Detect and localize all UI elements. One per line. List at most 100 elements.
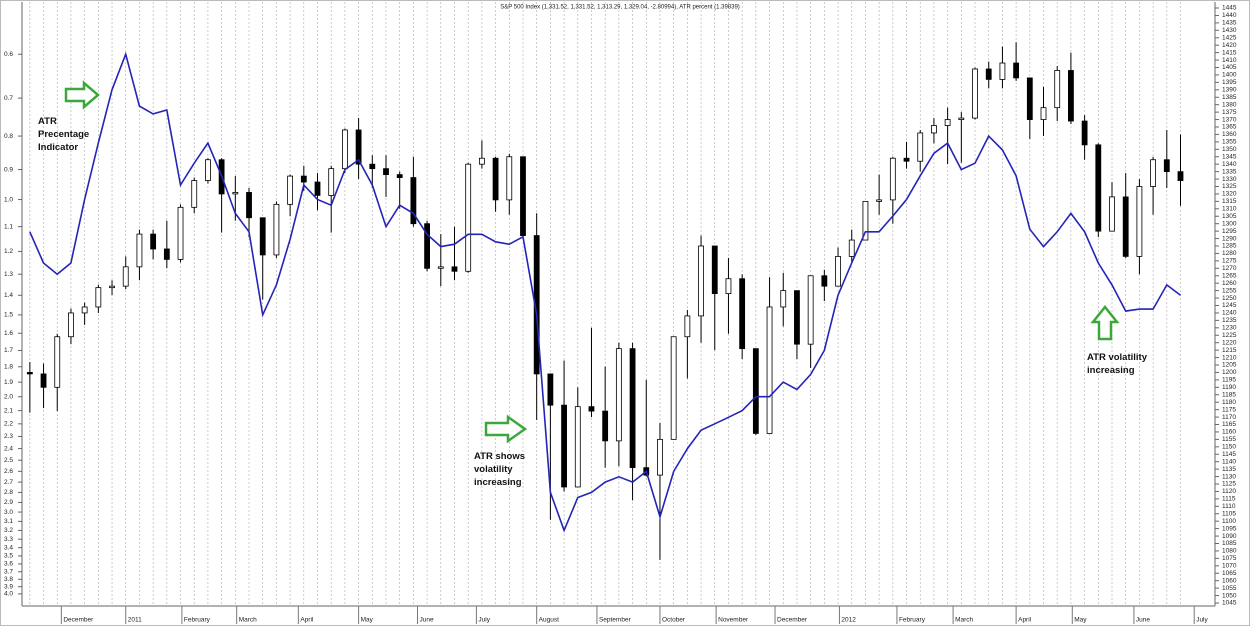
candle-body <box>780 290 787 308</box>
candle-body <box>451 266 458 272</box>
y-tick-label: 2.0 <box>4 393 13 400</box>
candle-body <box>383 168 389 175</box>
x-tick-label: October <box>662 617 686 624</box>
y-tick-label: 1.9 <box>4 379 13 386</box>
candle-body <box>657 438 663 476</box>
y2-tick-label: 1410 <box>1222 57 1237 64</box>
y2-tick-label: 1195 <box>1222 377 1236 384</box>
x-tick-label: April <box>1018 617 1032 624</box>
y2-tick-label: 1070 <box>1222 563 1237 570</box>
candle-body <box>835 256 841 287</box>
y2-tick-label: 1415 <box>1222 49 1237 56</box>
y2-tick-label: 1365 <box>1222 124 1237 131</box>
arrow <box>64 80 100 110</box>
x-tick-label: July <box>478 617 490 624</box>
y-tick-label: 2.3 <box>4 433 13 440</box>
candle-body <box>1013 62 1020 79</box>
candle-body <box>246 192 252 219</box>
y-tick-label: 2.9 <box>4 499 13 506</box>
y2-tick-label: 1315 <box>1222 198 1237 205</box>
y2-tick-label: 1175 <box>1222 406 1236 413</box>
x-tick-label: May <box>361 617 374 624</box>
candle-body <box>1068 70 1074 122</box>
x-tick-label: November <box>718 617 749 624</box>
y2-tick-label: 1360 <box>1222 131 1237 138</box>
y2-tick-label: 1145 <box>1222 451 1236 458</box>
y2-tick-label: 1305 <box>1222 213 1237 220</box>
y-tick-label: 2.8 <box>4 489 13 496</box>
candle-body <box>342 129 348 170</box>
y2-tick-label: 1250 <box>1222 295 1237 302</box>
candle-body <box>972 68 978 119</box>
annotation: ATR shows volatility increasing <box>474 451 526 488</box>
x-tick-label: May <box>1074 617 1087 624</box>
y2-tick-label: 1385 <box>1222 94 1237 101</box>
candle-body <box>807 275 814 345</box>
y2-tick-label: 1180 <box>1222 399 1236 406</box>
candle-body <box>1122 196 1129 257</box>
annotation: ATR Precentage Indicator <box>38 116 90 153</box>
x-tick-label: December <box>63 617 94 624</box>
candle-body <box>999 62 1006 80</box>
candle-body <box>492 157 499 201</box>
x-tick-label: 2012 <box>841 617 856 624</box>
candle-body <box>177 206 184 260</box>
candle-body <box>1081 120 1088 146</box>
y2-tick-label: 1330 <box>1222 176 1237 183</box>
y2-tick-label: 1325 <box>1222 183 1237 190</box>
y2-tick-label: 1140 <box>1222 458 1236 465</box>
y2-tick-label: 1205 <box>1222 362 1237 369</box>
y2-tick-label: 1160 <box>1222 429 1236 436</box>
y2-tick-label: 1405 <box>1222 64 1237 71</box>
y-tick-label: 3.5 <box>4 553 13 560</box>
y2-tick-label: 1400 <box>1222 72 1237 79</box>
y2-tick-label: 1185 <box>1222 391 1236 398</box>
candle-body <box>95 287 102 308</box>
candle-body <box>711 245 718 294</box>
y2-tick-label: 1270 <box>1222 265 1237 272</box>
candle-body <box>725 278 732 295</box>
candle-body <box>944 119 951 126</box>
y2-tick-label: 1100 <box>1222 518 1236 525</box>
y-tick-label: 2.2 <box>4 421 13 428</box>
y-tick-label: 1.5 <box>4 312 13 319</box>
candle-body <box>739 278 746 350</box>
y2-tick-label: 1155 <box>1222 436 1236 443</box>
candle-body <box>561 404 567 488</box>
y2-tick-label: 1055 <box>1222 585 1237 592</box>
candle-body <box>670 336 677 440</box>
y2-tick-label: 1210 <box>1222 354 1237 361</box>
x-tick-label: 2011 <box>128 617 142 624</box>
y2-tick-label: 1395 <box>1222 79 1237 86</box>
y-tick-label: 0.6 <box>4 51 13 58</box>
candle-body <box>862 200 869 241</box>
candle-body <box>958 117 965 120</box>
y2-tick-label: 1065 <box>1222 570 1237 577</box>
candle-body <box>54 336 61 388</box>
y-tick-label: 1.0 <box>4 196 13 203</box>
y2-tick-label: 1085 <box>1222 540 1237 547</box>
candle-body <box>150 233 157 250</box>
y2-tick-label: 1105 <box>1222 510 1236 517</box>
y2-tick-label: 1430 <box>1222 27 1237 34</box>
candle-body <box>300 175 307 183</box>
candle-body <box>889 157 896 201</box>
y2-tick-label: 1390 <box>1222 87 1237 94</box>
y2-tick-label: 1230 <box>1222 325 1237 332</box>
x-tick-label: December <box>777 617 808 624</box>
y2-tick-label: 1435 <box>1222 20 1237 27</box>
candle-body <box>876 199 883 202</box>
y2-tick-label: 1380 <box>1222 101 1237 108</box>
y2-tick-label: 1220 <box>1222 339 1237 346</box>
y2-tick-label: 1080 <box>1222 548 1237 555</box>
y2-tick-label: 1170 <box>1222 414 1236 421</box>
candle-body <box>465 163 472 272</box>
candle-body <box>985 68 992 80</box>
x-tick-label: March <box>955 617 973 624</box>
y2-tick-label: 1165 <box>1222 421 1236 428</box>
y-tick-label: 2.4 <box>4 445 13 452</box>
candle-body <box>478 157 485 165</box>
candle-body <box>369 163 376 170</box>
